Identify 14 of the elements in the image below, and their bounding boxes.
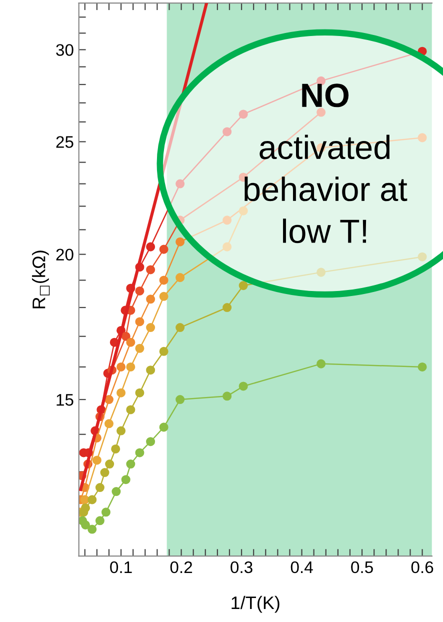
x-tick-label: 0.5	[351, 561, 373, 574]
x-tick-label: 0.4	[290, 561, 313, 574]
y-tick-label: 15	[56, 394, 74, 406]
x-tick-label: 0.2	[170, 561, 192, 574]
x-axis-title: 1/T(K)	[232, 596, 280, 613]
annotation: activated behavior at low T!	[244, 134, 408, 244]
y-tick-label: 30	[56, 44, 74, 56]
y-tick-label: 25	[56, 136, 74, 148]
x-tick-label: 0.6	[411, 561, 434, 574]
y-tick-label: 20	[56, 248, 74, 261]
annotation: NO	[302, 84, 349, 108]
x-tick-label: 0.1	[110, 561, 132, 574]
y-axis-title: R$_{□}$(kΩ)	[32, 250, 50, 308]
x-tick-label: 0.3	[230, 561, 252, 574]
